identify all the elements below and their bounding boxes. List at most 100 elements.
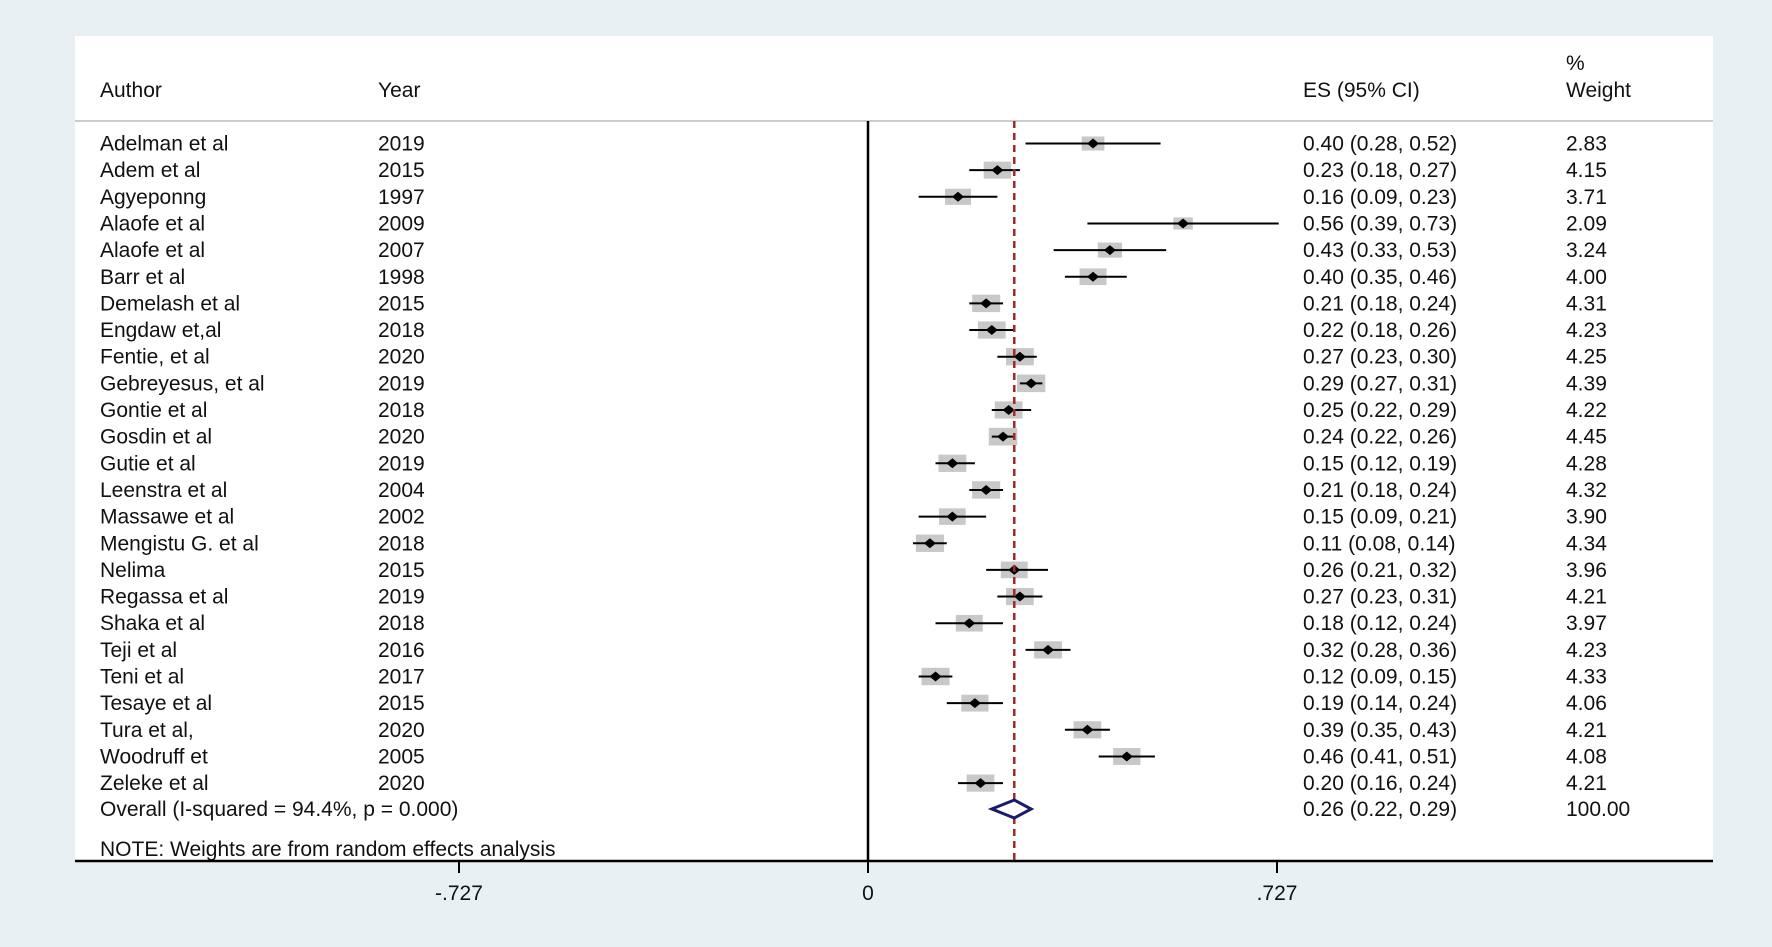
study-year: 2015 [378, 159, 425, 182]
study-weight-label: 4.34 [1566, 532, 1607, 555]
study-year: 2018 [378, 399, 425, 422]
study-es-label: 0.15 (0.12, 0.19) [1303, 452, 1457, 475]
study-weight-label: 4.06 [1566, 692, 1607, 715]
point-estimate [1013, 591, 1026, 602]
study-weight-label: 4.25 [1566, 346, 1607, 369]
study-es-label: 0.21 (0.18, 0.24) [1303, 292, 1457, 315]
study-row: Fentie, et al 2020 0.27 (0.23, 0.30) 4.25 [100, 346, 1607, 369]
point-estimate [997, 431, 1010, 442]
x-tick-label: 0 [862, 882, 874, 905]
study-es-label: 0.20 (0.16, 0.24) [1303, 772, 1457, 795]
study-row: Alaofe et al 2007 0.43 (0.33, 0.53) 3.24 [100, 239, 1607, 262]
study-es-label: 0.56 (0.39, 0.73) [1303, 212, 1457, 235]
study-year: 2018 [378, 532, 425, 555]
study-year: 2020 [378, 719, 425, 742]
study-weight-label: 3.71 [1566, 186, 1607, 209]
study-row: Alaofe et al 2009 0.56 (0.39, 0.73) 2.09 [100, 212, 1607, 235]
study-author: Woodruff et [100, 745, 208, 768]
study-weight-label: 4.32 [1566, 479, 1607, 502]
point-estimate [946, 458, 959, 469]
point-estimate [991, 165, 1004, 176]
study-weight-label: 4.21 [1566, 719, 1607, 742]
point-estimate [1087, 271, 1100, 282]
x-tick-label: .727 [1257, 882, 1298, 905]
study-author: Barr et al [100, 266, 185, 289]
study-year: 2019 [378, 452, 425, 475]
point-estimate [1177, 218, 1190, 229]
study-weight-label: 4.21 [1566, 586, 1607, 609]
study-year: 2019 [378, 586, 425, 609]
header-year: Year [378, 79, 420, 102]
study-row: Regassa et al 2019 0.27 (0.23, 0.31) 4.21 [100, 586, 1607, 609]
point-estimate [968, 698, 981, 709]
study-year: 2019 [378, 372, 425, 395]
point-estimate [923, 538, 936, 549]
study-row: Gebreyesus, et al 2019 0.29 (0.27, 0.31) 4.… [100, 372, 1607, 395]
study-author: Shaka et al [100, 612, 205, 635]
study-row: Tesaye et al 2015 0.19 (0.14, 0.24) 4.06 [100, 692, 1607, 715]
study-year: 1998 [378, 266, 425, 289]
point-estimate [946, 511, 959, 522]
study-author: Zeleke et al [100, 772, 209, 795]
study-row: Teni et al 2017 0.12 (0.09, 0.15) 4.33 [100, 666, 1607, 689]
study-author: Gutie et al [100, 452, 196, 475]
study-es-label: 0.11 (0.08, 0.14) [1303, 532, 1456, 555]
study-year: 2015 [378, 292, 425, 315]
study-author: Tesaye et al [100, 692, 212, 715]
study-row: Woodruff et 2005 0.46 (0.41, 0.51) 4.08 [100, 745, 1607, 768]
study-row: Shaka et al 2018 0.18 (0.12, 0.24) 3.97 [100, 612, 1607, 635]
note: NOTE: Weights are from random effects an… [100, 838, 556, 861]
study-row: Gosdin et al 2020 0.24 (0.22, 0.26) 4.45 [100, 426, 1607, 449]
study-author: Engdaw et,al [100, 319, 221, 342]
point-estimate [1002, 405, 1015, 415]
study-weight-label: 4.15 [1566, 159, 1607, 182]
study-year: 2019 [378, 133, 425, 156]
study-row: Tura et al, 2020 0.39 (0.35, 0.43) 4.21 [100, 719, 1607, 742]
overall-es-label: 0.26 (0.22, 0.29) [1303, 798, 1457, 821]
header-weight-percent: % [1566, 52, 1585, 75]
study-es-label: 0.16 (0.09, 0.23) [1303, 186, 1457, 209]
study-weight-label: 4.31 [1566, 292, 1607, 315]
study-es-label: 0.24 (0.22, 0.26) [1303, 426, 1457, 449]
study-author: Gosdin et al [100, 426, 212, 449]
point-estimate [1013, 351, 1026, 362]
study-es-label: 0.27 (0.23, 0.31) [1303, 586, 1457, 609]
study-row: Gontie et al 2018 0.25 (0.22, 0.29) 4.22 [100, 399, 1607, 422]
study-row: Agyeponng 1997 0.16 (0.09, 0.23) 3.71 [100, 186, 1607, 209]
study-weight-label: 4.21 [1566, 772, 1607, 795]
study-weight-label: 3.90 [1566, 506, 1607, 529]
study-row: Massawe et al 2002 0.15 (0.09, 0.21) 3.90 [100, 506, 1607, 529]
study-weight-label: 2.83 [1566, 133, 1607, 156]
overall-weight-label: 100.00 [1566, 798, 1630, 821]
study-es-label: 0.27 (0.23, 0.30) [1303, 346, 1457, 369]
study-author: Nelima [100, 559, 166, 582]
point-estimate [929, 671, 942, 682]
study-weight-label: 4.23 [1566, 639, 1607, 662]
header-author: Author [100, 79, 162, 102]
study-author: Adelman et al [100, 133, 228, 156]
study-row: Mengistu G. et al 2018 0.11 (0.08, 0.14) 4.… [100, 532, 1607, 555]
study-es-label: 0.32 (0.28, 0.36) [1303, 639, 1457, 662]
study-es-label: 0.21 (0.18, 0.24) [1303, 479, 1457, 502]
study-es-label: 0.12 (0.09, 0.15) [1303, 666, 1457, 689]
study-author: Regassa et al [100, 586, 228, 609]
header-weight: Weight [1566, 79, 1631, 102]
study-es-label: 0.23 (0.18, 0.27) [1303, 159, 1457, 182]
study-row: Zeleke et al 2020 0.20 (0.16, 0.24) 4.21 [100, 772, 1607, 795]
study-es-label: 0.39 (0.35, 0.43) [1303, 719, 1457, 742]
study-es-label: 0.15 (0.09, 0.21) [1303, 506, 1457, 529]
study-es-label: 0.43 (0.33, 0.53) [1303, 239, 1457, 262]
study-row: Demelash et al 2015 0.21 (0.18, 0.24) 4.31 [100, 292, 1607, 315]
study-author: Gontie et al [100, 399, 207, 422]
study-author: Massawe et al [100, 506, 234, 529]
point-estimate [1042, 644, 1055, 655]
study-weight-label: 3.96 [1566, 559, 1607, 582]
point-estimate [1103, 245, 1116, 256]
study-row: Teji et al 2016 0.32 (0.28, 0.36) 4.23 [100, 639, 1607, 662]
study-es-label: 0.19 (0.14, 0.24) [1303, 692, 1457, 715]
point-estimate [963, 618, 976, 629]
study-row: Engdaw et,al 2018 0.22 (0.18, 0.26) 4.23 [100, 319, 1607, 342]
study-weight-label: 3.97 [1566, 612, 1607, 635]
study-author: Fentie, et al [100, 346, 210, 369]
study-author: Teji et al [100, 639, 177, 662]
